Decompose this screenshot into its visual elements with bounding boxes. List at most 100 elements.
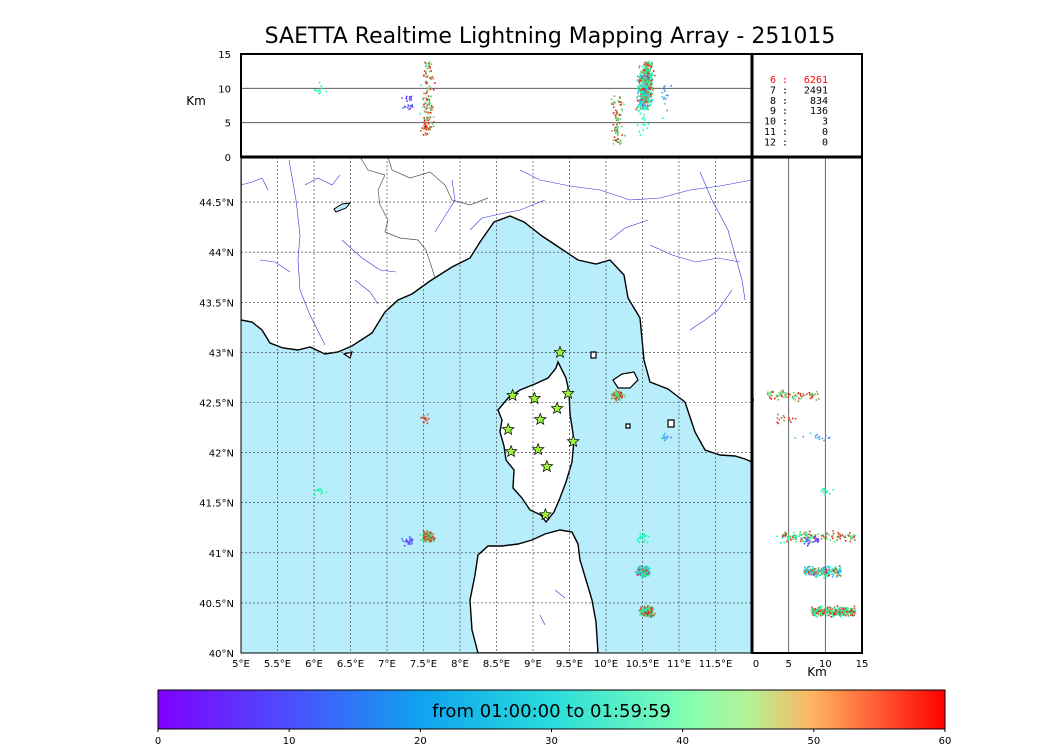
lightning-source-point	[649, 73, 652, 75]
lightning-source-point	[836, 539, 838, 541]
lightning-source-point	[424, 132, 427, 134]
lightning-source-point	[425, 122, 427, 124]
lightning-source-point	[647, 64, 650, 67]
lightning-source-point	[844, 535, 847, 537]
lightning-source-point	[637, 95, 640, 97]
lightning-source-point	[845, 613, 848, 616]
lightning-source-point	[640, 101, 643, 103]
lightning-source-point	[809, 394, 811, 397]
lightning-source-point	[820, 534, 823, 537]
lightning-source-point	[651, 72, 654, 74]
lightning-source-point	[839, 567, 842, 569]
lightning-source-point	[432, 532, 435, 535]
lightning-source-point	[646, 613, 649, 616]
lightning-source-point	[643, 94, 645, 97]
lightning-source-point	[420, 84, 422, 87]
lightning-source-point	[427, 64, 430, 67]
lightning-source-point	[805, 531, 807, 533]
lightning-source-point	[639, 608, 642, 610]
lightning-source-point	[644, 66, 647, 69]
lightning-source-point	[817, 567, 820, 569]
lightning-source-point	[814, 538, 817, 541]
lightning-source-point	[616, 141, 619, 143]
lightning-source-point	[784, 531, 786, 534]
lightning-source-point	[825, 610, 828, 613]
lightning-source-point	[612, 112, 615, 114]
lightning-source-point	[815, 538, 818, 540]
lightning-source-point	[638, 569, 641, 572]
lightning-source-point	[651, 607, 654, 610]
lightning-source-point	[405, 538, 408, 541]
lightning-source-point	[803, 532, 805, 535]
lightning-source-point	[642, 607, 645, 610]
chart-title: SAETTA Realtime Lightning Mapping Array …	[264, 24, 836, 49]
lightning-source-point	[646, 100, 648, 102]
lightning-source-point	[646, 606, 649, 609]
lightning-source-point	[613, 139, 615, 142]
map-panel[interactable]	[241, 157, 752, 653]
lightning-source-point	[817, 613, 820, 616]
lightning-source-point	[817, 533, 820, 535]
lightning-source-point	[804, 572, 806, 575]
lightning-source-point	[613, 129, 616, 132]
lightning-source-point	[822, 570, 824, 572]
lightning-source-point	[647, 610, 650, 612]
lightning-source-point	[637, 540, 639, 542]
lightning-source-point	[423, 417, 426, 420]
lightning-source-point	[816, 541, 819, 543]
altitude-longitude-panel[interactable]	[241, 54, 752, 157]
station-star-icon	[533, 412, 547, 426]
lightning-source-point	[426, 90, 429, 92]
lightning-source-point	[646, 105, 649, 108]
lightning-source-point	[785, 396, 787, 399]
lightning-source-point	[424, 62, 427, 64]
lightning-source-point	[612, 393, 615, 395]
lightning-source-point	[405, 95, 408, 98]
lightning-source-point	[814, 568, 817, 570]
lightning-source-point	[813, 569, 816, 572]
lightning-source-point	[832, 569, 835, 572]
lightning-source-point	[637, 574, 639, 576]
lightning-source-point	[642, 532, 644, 535]
lightning-source-point	[640, 572, 642, 574]
lightning-source-point	[836, 609, 839, 612]
lightning-source-point	[768, 395, 771, 397]
lightning-source-point	[766, 393, 769, 396]
lightning-source-point	[405, 98, 408, 100]
lightning-source-point	[825, 575, 828, 577]
lightning-source-point	[430, 87, 433, 90]
lightning-source-point	[650, 91, 652, 94]
lightning-source-point	[811, 534, 814, 537]
side-tick-label: 0	[753, 659, 759, 670]
lightning-source-point	[645, 80, 648, 83]
lightning-source-point	[617, 131, 620, 134]
lightning-source-point	[314, 89, 316, 91]
lightning-source-point	[644, 91, 647, 93]
lightning-source-point	[642, 569, 644, 572]
lightning-source-point	[616, 117, 619, 119]
lightning-source-point	[819, 574, 822, 576]
lightning-source-point	[804, 569, 807, 572]
lightning-source-point	[621, 134, 624, 136]
lightning-source-point	[808, 542, 811, 545]
lightning-source-point	[823, 610, 825, 612]
lightning-source-point	[644, 85, 646, 87]
lightning-source-point	[425, 125, 428, 128]
lightning-source-point	[639, 99, 642, 101]
lightning-source-point	[637, 99, 639, 102]
lightning-source-point	[783, 541, 786, 544]
lightning-source-point	[429, 126, 431, 129]
lightning-source-point	[836, 612, 839, 615]
lightning-source-point	[614, 127, 616, 130]
altitude-latitude-panel[interactable]	[742, 157, 862, 653]
lightning-source-point	[824, 610, 827, 613]
lightning-source-point	[779, 394, 781, 396]
lightning-source-point	[839, 569, 842, 572]
lightning-source-point	[319, 91, 322, 94]
lightning-source-point	[847, 614, 850, 617]
lightning-source-point	[428, 104, 431, 106]
lon-tick-label: 10°E	[594, 659, 618, 670]
lightning-source-point	[645, 101, 647, 103]
lightning-source-point	[427, 417, 430, 420]
lightning-source-point	[808, 530, 811, 533]
